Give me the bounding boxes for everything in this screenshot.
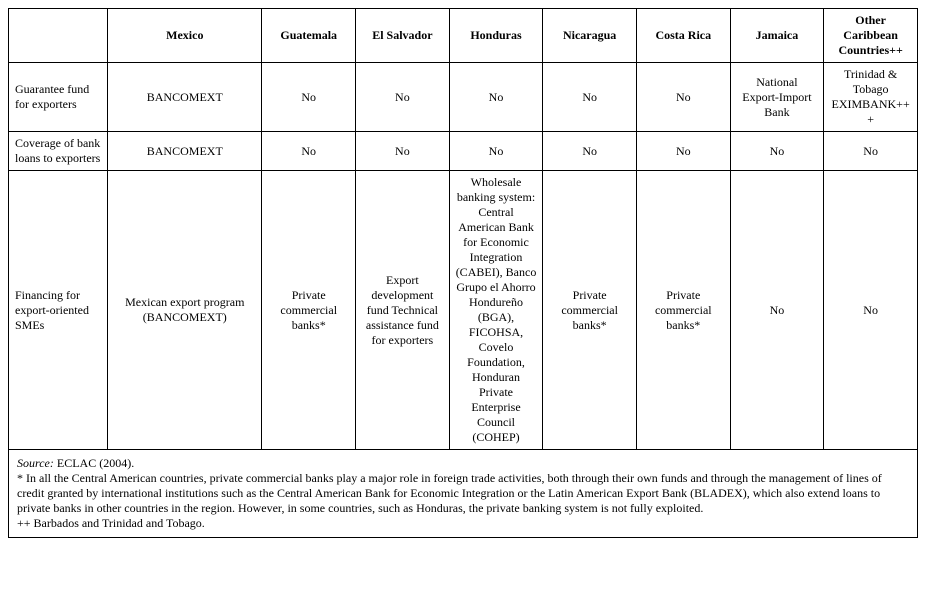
col-header-costarica: Costa Rica [636, 9, 730, 63]
table-cell: Wholesale banking system: Central Americ… [449, 171, 543, 450]
table-cell: Private commercial banks* [262, 171, 356, 450]
table-cell: No [730, 171, 824, 450]
table-cell: No [824, 132, 918, 171]
table-cell: No [824, 171, 918, 450]
source-text: ECLAC (2004). [54, 456, 134, 470]
footnotes-cell: Source: ECLAC (2004). * In all the Centr… [9, 450, 918, 538]
table-row: Coverage of bank loans to exporters BANC… [9, 132, 918, 171]
footnote-star: * In all the Central American countries,… [17, 471, 909, 516]
row-label: Guarantee fund for exporters [9, 63, 108, 132]
table-cell: BANCOMEXT [108, 63, 262, 132]
col-header-honduras: Honduras [449, 9, 543, 63]
footnote-plus: ++ Barbados and Trinidad and Tobago. [17, 516, 909, 531]
table-cell: BANCOMEXT [108, 132, 262, 171]
col-header-elsalvador: El Salvador [356, 9, 450, 63]
table-cell: No [449, 63, 543, 132]
source-label: Source: [17, 456, 54, 470]
table-cell: Trinidad & Tobago EXIMBANK+++ [824, 63, 918, 132]
source-line: Source: ECLAC (2004). [17, 456, 909, 471]
table-cell: No [636, 63, 730, 132]
table-cell: No [356, 132, 450, 171]
table-row: Financing for export-oriented SMEs Mexic… [9, 171, 918, 450]
table-row: Guarantee fund for exporters BANCOMEXT N… [9, 63, 918, 132]
row-label: Coverage of bank loans to exporters [9, 132, 108, 171]
col-header-blank [9, 9, 108, 63]
table-cell: No [730, 132, 824, 171]
row-label: Financing for export-oriented SMEs [9, 171, 108, 450]
export-support-table: Mexico Guatemala El Salvador Honduras Ni… [8, 8, 918, 538]
col-header-other-caribbean: Other Caribbean Countries++ [824, 9, 918, 63]
table-cell: No [262, 132, 356, 171]
table-cell: No [543, 63, 637, 132]
col-header-nicaragua: Nicaragua [543, 9, 637, 63]
table-cell: Private commercial banks* [543, 171, 637, 450]
table-cell: Export development fund Technical assist… [356, 171, 450, 450]
table-cell: No [449, 132, 543, 171]
col-header-jamaica: Jamaica [730, 9, 824, 63]
table-header-row: Mexico Guatemala El Salvador Honduras Ni… [9, 9, 918, 63]
table-cell: No [356, 63, 450, 132]
table-cell: No [636, 132, 730, 171]
col-header-mexico: Mexico [108, 9, 262, 63]
table-cell: No [543, 132, 637, 171]
col-header-guatemala: Guatemala [262, 9, 356, 63]
table-cell: No [262, 63, 356, 132]
footnote-row: Source: ECLAC (2004). * In all the Centr… [9, 450, 918, 538]
table-cell: National Export-Import Bank [730, 63, 824, 132]
table-cell: Private commercial banks* [636, 171, 730, 450]
table-cell: Mexican export program (BANCOMEXT) [108, 171, 262, 450]
